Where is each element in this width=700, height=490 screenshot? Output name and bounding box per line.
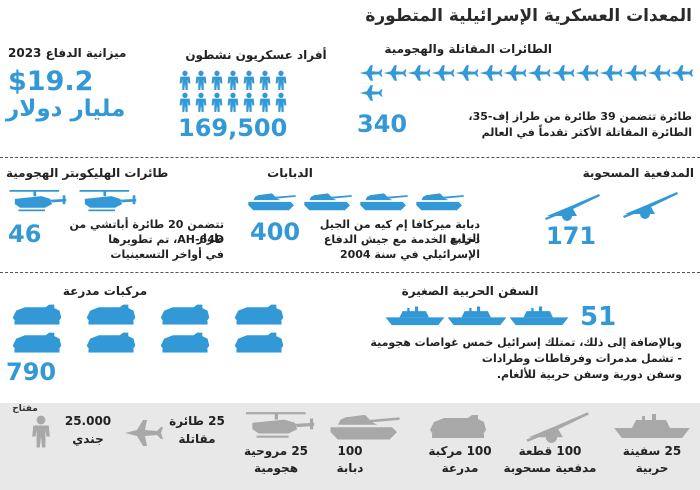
helicopter-icons xyxy=(6,188,156,216)
budget-unit: مليار دولار xyxy=(6,96,126,122)
page-title: المعدات العسكرية الإسرائيلية المتطورة xyxy=(365,6,692,26)
key-item-soldier-1: 25.000 xyxy=(64,414,112,428)
attack-helicopter-icon xyxy=(9,189,137,212)
helicopters-count: 46 xyxy=(8,220,42,248)
armored-heading: مركبات مدرعة xyxy=(62,284,148,298)
personnel-heading: أفراد عسكريون نشطون xyxy=(185,48,327,62)
aircraft-count: 340 xyxy=(357,110,408,138)
armored-vehicle-icon xyxy=(430,415,486,438)
artillery-icons xyxy=(540,188,690,222)
towed-artillery-icon xyxy=(526,412,589,443)
warship-icons xyxy=(384,300,574,330)
key-item-apc-2: مدرعة xyxy=(441,461,479,475)
divider xyxy=(0,272,700,273)
divider xyxy=(0,157,700,158)
personnel-icon-grid xyxy=(178,70,298,114)
towed-artillery-icon xyxy=(545,192,678,221)
key-label: مفتاح xyxy=(12,404,38,414)
vessels-count: 51 xyxy=(580,302,617,332)
tanks-desc-3: الإسرائيلي في سنة 2004 xyxy=(339,248,480,261)
tank-icons xyxy=(246,190,468,214)
armored-vehicle-icon xyxy=(12,304,284,353)
key-item-ship-1: 25 سفينة xyxy=(622,444,682,458)
key-item-tank-2: دبابة xyxy=(336,461,364,475)
helicopters-desc-1: تتضمن 20 طائرة أباتشي من طراز xyxy=(69,218,224,245)
soldier-icon xyxy=(179,70,287,112)
key-item-ship-2: حربية xyxy=(635,461,669,475)
fighter-jet-icon xyxy=(359,65,693,101)
vessels-heading: السفن الحربية الصغيرة xyxy=(401,284,539,298)
soldier-icon xyxy=(32,415,50,448)
artillery-heading: المدفعية المسحوبة xyxy=(582,166,694,180)
attack-helicopter-icon xyxy=(245,412,315,438)
fighter-jet-icon xyxy=(125,420,163,446)
helicopters-desc-2: AH-64D، تم تطويرها xyxy=(108,233,224,246)
artillery-count: 171 xyxy=(546,222,597,250)
key-item-jet-1: 25 طائرة xyxy=(169,414,225,428)
budget-amount: $19.2 xyxy=(8,66,94,97)
armored-count: 790 xyxy=(6,358,57,386)
tanks-desc-2: دخلت الخدمة مع جيش الدفاع xyxy=(323,233,480,246)
helicopters-heading: طائرات الهليكوبتر الهجومية xyxy=(6,166,169,180)
personnel-count: 169,500 xyxy=(178,114,288,142)
vessels-desc-2: - تشمل مدمرات وفرقاطات وطرادات xyxy=(481,352,682,365)
tank-icon xyxy=(248,193,464,211)
aircraft-desc-1: طائرة تتضمن 39 طائرة من طراز إف-35، xyxy=(468,110,692,123)
key-item-soldier-2: جندي xyxy=(72,432,104,446)
key-item-heli-1: 25 مروحية xyxy=(243,444,309,458)
warship-icon xyxy=(614,414,690,438)
vessels-desc-3: وسفن دورية وسفن حربية للألغام. xyxy=(496,368,682,381)
key-item-artillery-2: مدفعية مسحوبة xyxy=(503,461,597,475)
tanks-desc-1: دبابة ميركافا إم كيه من الجيل الرابع xyxy=(319,218,480,245)
tank-icon xyxy=(330,414,400,440)
aircraft-icon-grid xyxy=(357,60,693,104)
key-item-heli-2: هجومية xyxy=(253,461,299,475)
tanks-heading: الدبابات xyxy=(267,166,313,180)
aircraft-desc-2: الطائرة المقاتلة الأكثر تقدماً في العالم xyxy=(481,126,692,139)
helicopters-desc-3: في أواخر التسعينيات xyxy=(110,248,224,261)
key-item-apc-1: 100 مركبة xyxy=(428,444,492,458)
budget-heading: ميزانية الدفاع 2023 xyxy=(8,46,127,60)
armored-icons xyxy=(4,302,304,358)
key-item-tank-1: 100 xyxy=(337,444,363,458)
warship-icon xyxy=(385,306,569,326)
aircraft-heading: الطائرات المقاتلة والهجومية xyxy=(384,42,552,56)
key-item-artillery-1: 100 قطعة xyxy=(518,444,582,458)
key-item-jet-2: مقاتلة xyxy=(178,432,216,446)
tanks-count: 400 xyxy=(250,218,301,246)
vessels-desc-1: وبالإضافة إلى ذلك، تمتلك إسرائيل خمس غوا… xyxy=(370,336,682,349)
